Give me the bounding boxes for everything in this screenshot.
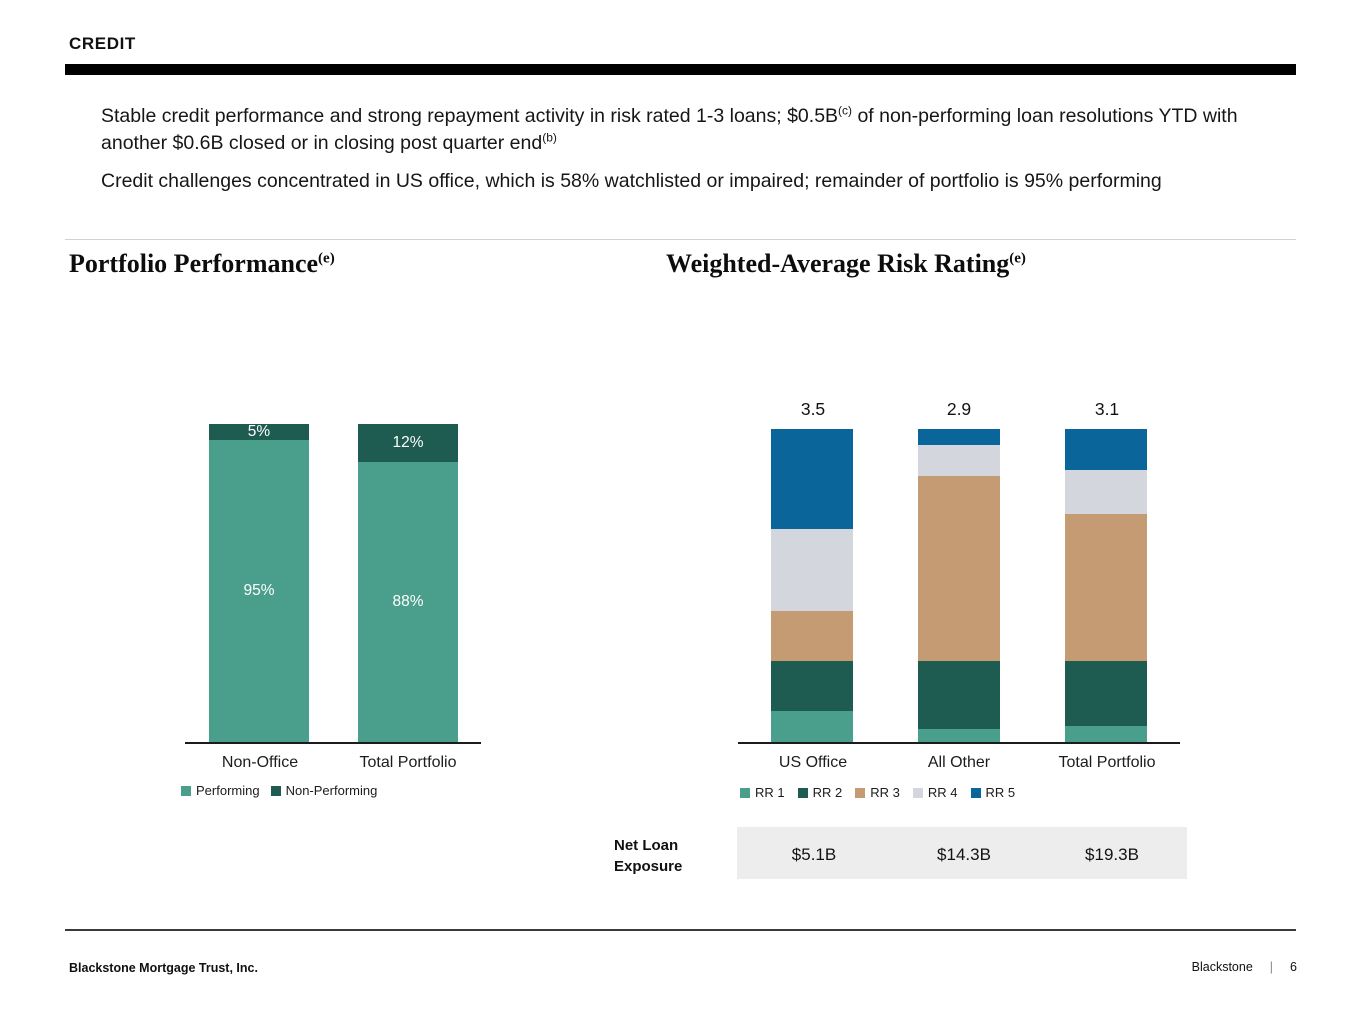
- bar-segment-rr-1: [771, 710, 853, 742]
- bar-segment-rr-4: [1065, 469, 1147, 514]
- bullet-text: Credit challenges concentrated in US off…: [101, 168, 1162, 195]
- bar-segment-rr-1: [1065, 726, 1147, 742]
- legend-item-rr3: RR 3: [855, 785, 900, 800]
- bar-segment-performing: 88%: [358, 462, 458, 742]
- text-run: Credit challenges concentrated in US off…: [101, 170, 1162, 192]
- legend-label: RR 4: [927, 785, 958, 800]
- right-chart-category-label: Total Portfolio: [1058, 754, 1156, 771]
- net-loan-exposure-box: [737, 827, 1187, 879]
- left-chart-axis: [185, 742, 481, 744]
- left-chart-legend: Performing Non-Performing: [181, 783, 377, 798]
- bar-segment-rr-5: [771, 429, 853, 530]
- left-chart-title-footnote: (e): [318, 250, 335, 267]
- legend-label: RR 5: [985, 785, 1016, 800]
- bullet-item: Credit challenges concentrated in US off…: [69, 168, 1269, 195]
- bullet-square-icon: [69, 111, 80, 122]
- legend-swatch-rr2: [797, 787, 808, 798]
- bar-segment-rr-2: [918, 660, 1000, 730]
- legend-label: Non-Performing: [285, 783, 378, 798]
- footer-brand: Blackstone: [1191, 960, 1253, 974]
- net-loan-exposure-value: $5.1B: [791, 845, 837, 864]
- bar-segment-rr-3: [771, 610, 853, 661]
- right-chart-axis: [738, 742, 1180, 744]
- bar-segment-rr-2: [771, 660, 853, 711]
- legend-label: RR 3: [870, 785, 900, 800]
- bar-segment-rr-3: [1065, 513, 1147, 661]
- bar-segment-rr-1: [918, 729, 1000, 742]
- legend-swatch-rr1: [740, 787, 750, 798]
- legend-item-rr1: RR 1: [740, 785, 785, 800]
- footer-company: Blackstone Mortgage Trust, Inc.: [69, 961, 258, 975]
- footer-page-number: 6: [1290, 960, 1297, 974]
- legend-item-rr5: RR 5: [970, 785, 1016, 800]
- footnote-marker: (c): [838, 103, 853, 118]
- legend-label: Performing: [196, 783, 260, 798]
- bar-segment-non-performing: 5%: [209, 424, 309, 440]
- bar-segment-label: 12%: [392, 434, 424, 452]
- bar-segment-rr-2: [1065, 660, 1147, 727]
- right-chart-legend: RR 1 RR 2 RR 3 RR 4 RR 5: [740, 785, 1015, 800]
- legend-label: RR 2: [812, 785, 843, 800]
- header-rule: [65, 64, 1296, 75]
- bar-segment-rr-5: [918, 429, 1000, 445]
- right-chart-title-footnote: (e): [1009, 250, 1026, 267]
- right-chart-category-label: All Other: [927, 754, 991, 771]
- left-chart-category-label: Non-Office: [221, 754, 299, 771]
- risk-rating-value: 3.1: [1094, 399, 1120, 419]
- bar-segment-rr-3: [918, 475, 1000, 661]
- net-loan-exposure-value: $19.3B: [1085, 845, 1139, 864]
- risk-rating-value: 2.9: [946, 399, 972, 419]
- legend-swatch-rr4: [912, 787, 923, 798]
- bullet-item: Stable credit performance and strong rep…: [69, 103, 1269, 157]
- bar-segment-label: 95%: [243, 582, 275, 600]
- right-chart-title-text: Weighted-Average Risk Rating: [666, 249, 1010, 278]
- right-chart-title: Weighted-Average Risk Rating(e): [666, 249, 1026, 279]
- footnote-marker: (b): [542, 130, 557, 145]
- legend-swatch-rr5: [970, 787, 981, 798]
- net-loan-exposure-value: $14.3B: [937, 845, 991, 864]
- bullet-text: Stable credit performance and strong rep…: [101, 103, 1269, 157]
- footer-brand-group: Blackstone | 6: [1192, 960, 1297, 974]
- portfolio-bar-total-portfolio: 88% 12%: [358, 424, 458, 742]
- left-chart-title: Portfolio Performance(e): [69, 249, 335, 279]
- bullet-list: Stable credit performance and strong rep…: [69, 103, 1269, 206]
- text-run: of non-performing loan resolutions YTD w…: [101, 105, 1238, 154]
- risk-bar-total-portfolio: [1065, 429, 1147, 742]
- bar-segment-label: 88%: [392, 593, 424, 611]
- bar-segment-rr-4: [918, 444, 1000, 476]
- legend-item-rr2: RR 2: [797, 785, 843, 800]
- bar-segment-non-performing: 12%: [358, 424, 458, 463]
- bar-segment-rr-5: [1065, 429, 1147, 470]
- section-divider: [65, 239, 1296, 240]
- risk-bar-us-office: [771, 429, 853, 742]
- bar-segment-rr-4: [771, 529, 853, 611]
- bar-segment-performing: 95%: [209, 439, 309, 742]
- legend-label: RR 1: [755, 785, 785, 800]
- risk-bar-all-other: [918, 429, 1000, 742]
- legend-item-non-performing: Non-Performing: [270, 783, 378, 798]
- left-chart-title-text: Portfolio Performance: [69, 249, 319, 278]
- page-title: CREDIT: [69, 34, 136, 53]
- text-run: Stable credit performance and strong rep…: [101, 105, 839, 127]
- portfolio-bar-non-office: 95% 5%: [209, 424, 309, 742]
- footer-separator: |: [1269, 960, 1274, 974]
- legend-item-rr4: RR 4: [912, 785, 958, 800]
- left-chart-category-label: Total Portfolio: [359, 754, 457, 771]
- net-loan-exposure-label: Net Loan Exposure: [614, 837, 683, 875]
- legend-swatch-performing: [181, 785, 191, 796]
- legend-item-performing: Performing: [181, 783, 260, 798]
- bar-segment-label: 5%: [247, 423, 271, 441]
- legend-swatch-rr3: [855, 787, 866, 798]
- right-chart-category-label: US Office: [778, 754, 848, 771]
- risk-rating-value: 3.5: [800, 399, 826, 419]
- footer-rule: [65, 929, 1296, 931]
- legend-swatch-non-performing: [270, 785, 281, 796]
- bullet-square-icon: [69, 176, 80, 187]
